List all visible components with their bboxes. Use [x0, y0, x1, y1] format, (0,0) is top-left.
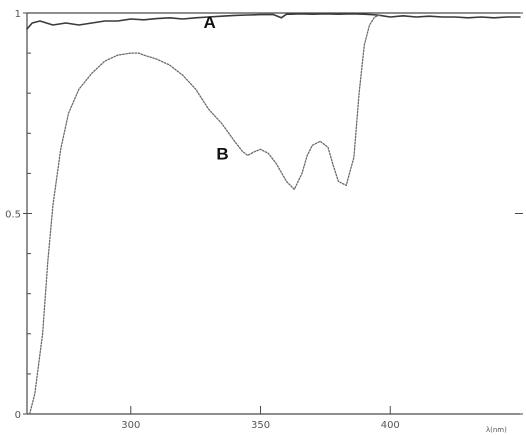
- axes: [26, 12, 520, 415]
- series-label-a: A: [203, 13, 215, 32]
- series-group: [26, 13, 521, 415]
- series-line-a: [26, 13, 521, 30]
- series-label-b: B: [216, 144, 228, 163]
- x-tick-label-300: 300: [121, 420, 140, 431]
- annotation-group: AB: [203, 13, 228, 164]
- series-line-b: [28, 14, 381, 415]
- x-tick-label-350: 350: [251, 420, 270, 431]
- tick-group: [23, 12, 523, 415]
- x-tick-label-400: 400: [381, 420, 400, 431]
- tick-label-group: 300 350 400 0 0.5 1: [5, 9, 400, 431]
- y-tick-label-1: 1: [15, 9, 21, 20]
- y-tick-label-0.5: 0.5: [5, 210, 21, 221]
- y-tick-label-0: 0: [15, 410, 21, 421]
- x-unit-label: λ(nm): [486, 426, 507, 434]
